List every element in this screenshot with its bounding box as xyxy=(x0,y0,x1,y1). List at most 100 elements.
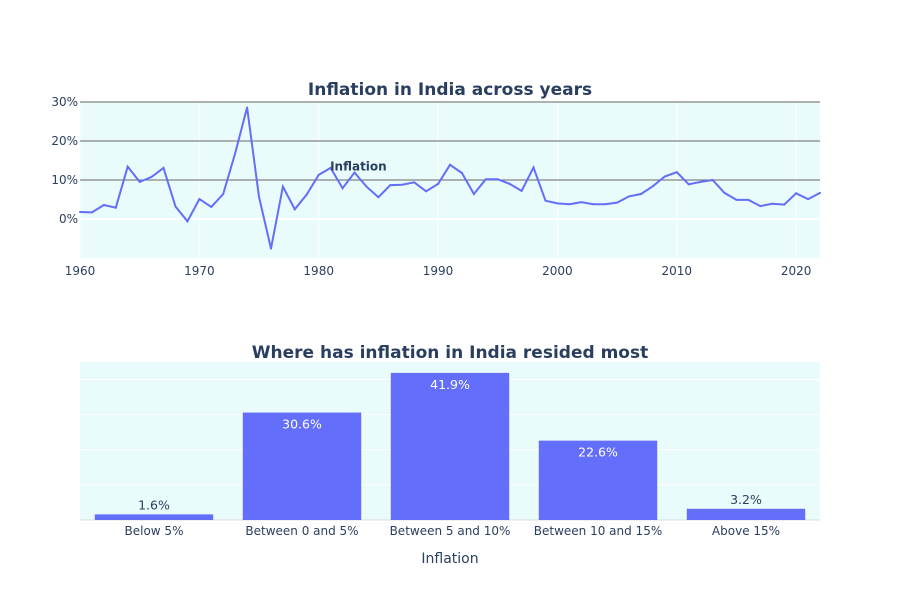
data-point xyxy=(293,208,296,211)
data-point xyxy=(484,178,487,181)
x-tick-label: 1970 xyxy=(184,264,215,278)
data-point xyxy=(246,106,249,109)
data-point xyxy=(472,193,475,196)
x-tick-label: 1990 xyxy=(423,264,454,278)
data-point xyxy=(663,175,666,178)
y-tick-label: 0% xyxy=(59,212,78,226)
data-point xyxy=(258,195,261,198)
bar xyxy=(686,508,806,520)
line-gridlines xyxy=(79,101,820,258)
x-tick-label: 2010 xyxy=(662,264,693,278)
x-tick-label: Between 10 and 15% xyxy=(534,524,662,538)
series-points xyxy=(79,106,821,250)
data-point xyxy=(496,178,499,181)
bar-data-label: 30.6% xyxy=(282,417,322,432)
line-y-ticks: 0% 10% 20% 30% xyxy=(51,95,78,226)
data-point xyxy=(186,220,189,223)
bar xyxy=(390,372,510,520)
bar xyxy=(242,412,362,520)
data-point xyxy=(90,211,93,214)
data-point xyxy=(222,193,225,196)
x-tick-label: 1980 xyxy=(303,264,334,278)
data-point xyxy=(580,201,583,204)
data-point xyxy=(747,198,750,201)
data-point xyxy=(819,191,821,194)
bar-x-axis-title: Inflation xyxy=(421,551,478,567)
data-point xyxy=(234,152,237,155)
x-tick-label: 2000 xyxy=(542,264,573,278)
data-point xyxy=(699,180,702,183)
data-point xyxy=(651,185,654,188)
data-point xyxy=(460,171,463,174)
data-point xyxy=(126,165,129,168)
data-point xyxy=(389,184,392,187)
x-tick-label: Below 5% xyxy=(125,524,184,538)
data-point xyxy=(604,203,607,206)
data-point xyxy=(413,181,416,184)
data-point xyxy=(628,195,631,198)
bars: 1.6% 30.6% 41.9% 22.6% 3.2% xyxy=(94,372,806,520)
x-tick-label: Above 15% xyxy=(712,524,780,538)
data-point xyxy=(353,171,356,174)
data-point xyxy=(592,203,595,206)
line-chart: 0% 10% 20% 30% 1960 1970 1980 1990 2000 2010 2020… xyxy=(51,80,821,278)
x-tick-label: 1960 xyxy=(65,264,96,278)
data-point xyxy=(807,198,810,201)
data-point xyxy=(150,175,153,178)
data-point xyxy=(544,199,547,202)
data-point xyxy=(138,180,141,183)
bar xyxy=(94,514,214,520)
y-tick-label: 20% xyxy=(51,134,78,148)
x-tick-label: Between 0 and 5% xyxy=(245,524,358,538)
data-point xyxy=(401,183,404,186)
bar-x-ticks: Below 5% Between 0 and 5% Between 5 and 10… xyxy=(125,524,781,538)
y-tick-label: 10% xyxy=(51,173,78,187)
line-chart-title: Inflation in India across years xyxy=(308,80,592,100)
data-point xyxy=(365,185,368,188)
data-point xyxy=(305,193,308,196)
bar-data-label: 22.6% xyxy=(578,445,618,460)
data-point xyxy=(114,206,117,209)
data-point xyxy=(532,166,535,169)
data-point xyxy=(616,201,619,204)
data-point xyxy=(759,205,762,208)
data-point xyxy=(162,166,165,169)
data-point xyxy=(711,179,714,181)
x-tick-label: 2020 xyxy=(781,264,812,278)
bar-data-label: 3.2% xyxy=(730,492,762,507)
data-point xyxy=(377,196,380,199)
data-point xyxy=(568,203,571,206)
data-point xyxy=(449,163,451,166)
data-point xyxy=(675,171,678,174)
bar-chart: 1.6% 30.6% 41.9% 22.6% 3.2% Below 5% Between … xyxy=(80,343,820,567)
data-point xyxy=(723,191,726,194)
data-point xyxy=(174,205,177,208)
data-point xyxy=(329,166,332,169)
bar-chart-title: Where has inflation in India resided mos… xyxy=(252,343,648,363)
data-point xyxy=(341,187,344,190)
bar xyxy=(538,440,658,520)
line-annotation: Inflation xyxy=(330,159,387,173)
bar-data-label: 1.6% xyxy=(138,497,170,512)
data-point xyxy=(79,210,81,213)
data-point xyxy=(437,182,440,185)
data-point xyxy=(210,205,213,208)
data-point xyxy=(687,183,690,186)
data-point xyxy=(783,203,786,206)
line-x-ticks: 1960 1970 1980 1990 2000 2010 2020 xyxy=(65,264,812,278)
data-point xyxy=(198,198,201,201)
data-point xyxy=(639,193,642,196)
data-point xyxy=(425,190,428,193)
data-point xyxy=(556,202,559,205)
data-point xyxy=(795,192,798,195)
data-point xyxy=(520,189,523,192)
data-point xyxy=(317,173,320,176)
bar-data-label: 41.9% xyxy=(430,377,470,392)
data-point xyxy=(508,182,511,185)
data-point xyxy=(735,198,738,201)
data-point xyxy=(102,203,105,206)
x-tick-label: Between 5 and 10% xyxy=(390,524,511,538)
y-tick-label: 30% xyxy=(51,95,78,109)
